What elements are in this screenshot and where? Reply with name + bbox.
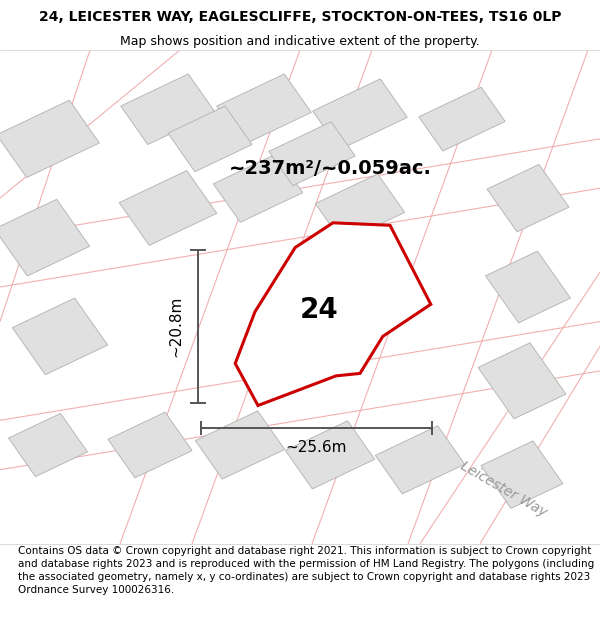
Polygon shape — [316, 174, 404, 242]
Polygon shape — [108, 412, 192, 478]
Polygon shape — [313, 79, 407, 149]
Polygon shape — [119, 171, 217, 246]
Text: Map shows position and indicative extent of the property.: Map shows position and indicative extent… — [120, 35, 480, 48]
Text: 24: 24 — [299, 296, 338, 324]
Polygon shape — [0, 199, 89, 276]
Polygon shape — [13, 298, 107, 375]
Polygon shape — [478, 343, 566, 419]
Polygon shape — [196, 411, 284, 479]
Text: ~237m²/~0.059ac.: ~237m²/~0.059ac. — [229, 159, 431, 178]
Polygon shape — [121, 74, 215, 144]
Text: Leicester Way: Leicester Way — [458, 459, 550, 520]
Polygon shape — [0, 100, 100, 178]
Polygon shape — [217, 74, 311, 144]
Text: 24, LEICESTER WAY, EAGLESCLIFFE, STOCKTON-ON-TEES, TS16 0LP: 24, LEICESTER WAY, EAGLESCLIFFE, STOCKTO… — [39, 10, 561, 24]
Polygon shape — [481, 441, 563, 508]
Polygon shape — [168, 106, 252, 172]
Polygon shape — [269, 122, 355, 186]
Polygon shape — [485, 251, 571, 323]
Polygon shape — [286, 421, 374, 489]
Polygon shape — [235, 222, 431, 406]
Polygon shape — [419, 88, 505, 151]
Polygon shape — [214, 154, 302, 222]
Polygon shape — [487, 164, 569, 232]
Text: ~25.6m: ~25.6m — [286, 440, 347, 455]
Text: Contains OS data © Crown copyright and database right 2021. This information is : Contains OS data © Crown copyright and d… — [18, 546, 594, 594]
Polygon shape — [376, 426, 464, 494]
Text: ~20.8m: ~20.8m — [168, 296, 183, 357]
Polygon shape — [8, 413, 88, 477]
